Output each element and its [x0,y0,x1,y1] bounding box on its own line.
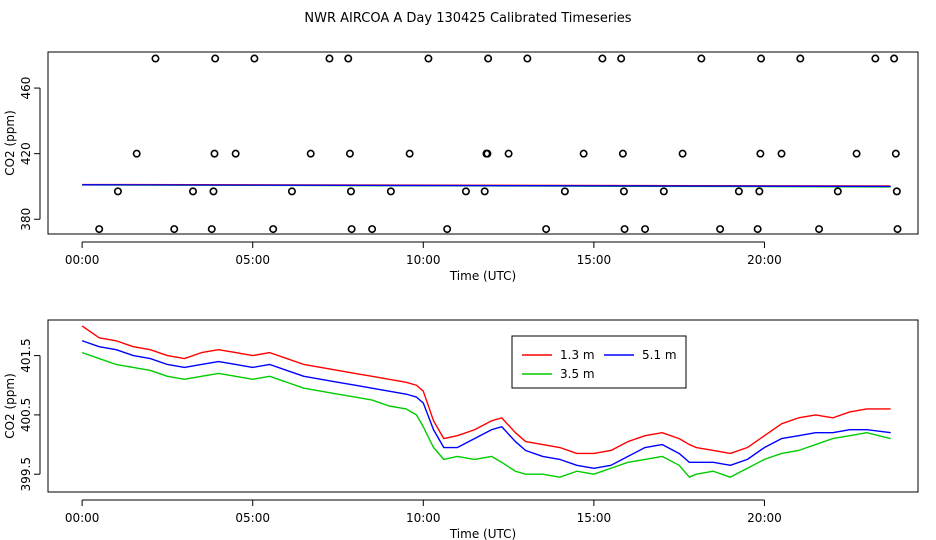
top-plot: 00:00 05:00 10:00 15:00 20:00 Time (UTC) 380 42… [3,51,919,283]
plot-frame [47,319,919,493]
data-point [250,54,259,63]
data-point [484,54,493,63]
data-point [346,187,355,196]
y-tick-label: 380 [19,208,33,231]
data-point [113,187,122,196]
y-tick-label: 400.5 [19,398,33,432]
data-point [893,225,902,234]
data-point [716,225,725,234]
data-point [210,149,219,158]
x-tick-label: 20:00 [747,511,782,525]
data-point [833,187,842,196]
bottom-plot: 00:00 05:00 10:00 15:00 20:00 Time (UTC) 399.5… [3,319,919,540]
legend-label: 1.3 m [560,348,595,362]
data-point [777,149,786,158]
x-tick-label: 15:00 [577,253,612,267]
data-point [619,187,628,196]
data-point [306,149,315,158]
data-point [890,54,899,63]
x-axis-label: Time (UTC) [449,527,516,540]
data-point [542,225,551,234]
data-point [641,225,650,234]
y-tick-label: 420 [19,142,33,165]
data-point [871,54,880,63]
data-point [368,225,377,234]
y-tick-label: 401.5 [19,338,33,372]
data-point [347,225,356,234]
data-point [756,149,765,158]
data-point [132,149,141,158]
data-point [211,54,220,63]
data-point [443,225,452,234]
data-point [892,187,901,196]
data-point [598,54,607,63]
data-point [852,149,861,158]
legend-label: 3.5 m [560,367,595,381]
y-axis-label: CO2 (ppm) [3,110,17,176]
x-tick-label: 20:00 [747,253,782,267]
data-point [95,225,104,234]
x-tick-label: 00:00 [65,511,100,525]
data-point [386,187,395,196]
data-point [480,187,489,196]
y-axis-label: CO2 (ppm) [3,373,17,439]
data-point [405,149,414,158]
data-point [504,149,513,158]
data-point [207,225,216,234]
data-point [209,187,218,196]
data-point [424,54,433,63]
data-point [461,187,470,196]
data-point [344,54,353,63]
series-line [81,325,891,455]
x-tick-label: 10:00 [406,253,441,267]
data-point [523,54,532,63]
series-line [81,351,891,478]
data-point [345,149,354,158]
y-tick-label: 399.5 [19,457,33,491]
data-point [231,149,240,158]
data-point [325,54,334,63]
legend-label: 5.1 m [642,348,677,362]
legend: 1.3 m 5.1 m 3.5 m [511,335,687,389]
legend-box [511,335,687,389]
data-point [560,187,569,196]
data-point [891,149,900,158]
x-tick-label: 05:00 [235,511,270,525]
data-point [796,54,805,63]
series-line [82,184,891,188]
data-point [617,54,626,63]
x-axis-label: Time (UTC) [449,269,516,283]
data-point [620,225,629,234]
x-tick-label: 00:00 [65,253,100,267]
data-point [189,187,198,196]
data-point [815,225,824,234]
data-point [287,187,296,196]
data-point [757,54,766,63]
series-line [81,340,891,469]
x-tick-label: 05:00 [235,253,270,267]
y-tick-label: 460 [19,77,33,100]
page-title: NWR AIRCOA A Day 130425 Calibrated Times… [304,11,631,26]
data-point [697,54,706,63]
data-point [755,187,764,196]
data-point [618,149,627,158]
data-point [678,149,687,158]
data-point [170,225,179,234]
x-tick-label: 10:00 [406,511,441,525]
data-point [269,225,278,234]
data-point [483,149,492,158]
data-point [579,149,588,158]
data-point [659,187,668,196]
data-point [753,225,762,234]
plot-frame [47,51,919,235]
data-point [151,54,160,63]
data-point [734,187,743,196]
x-tick-label: 15:00 [577,511,612,525]
